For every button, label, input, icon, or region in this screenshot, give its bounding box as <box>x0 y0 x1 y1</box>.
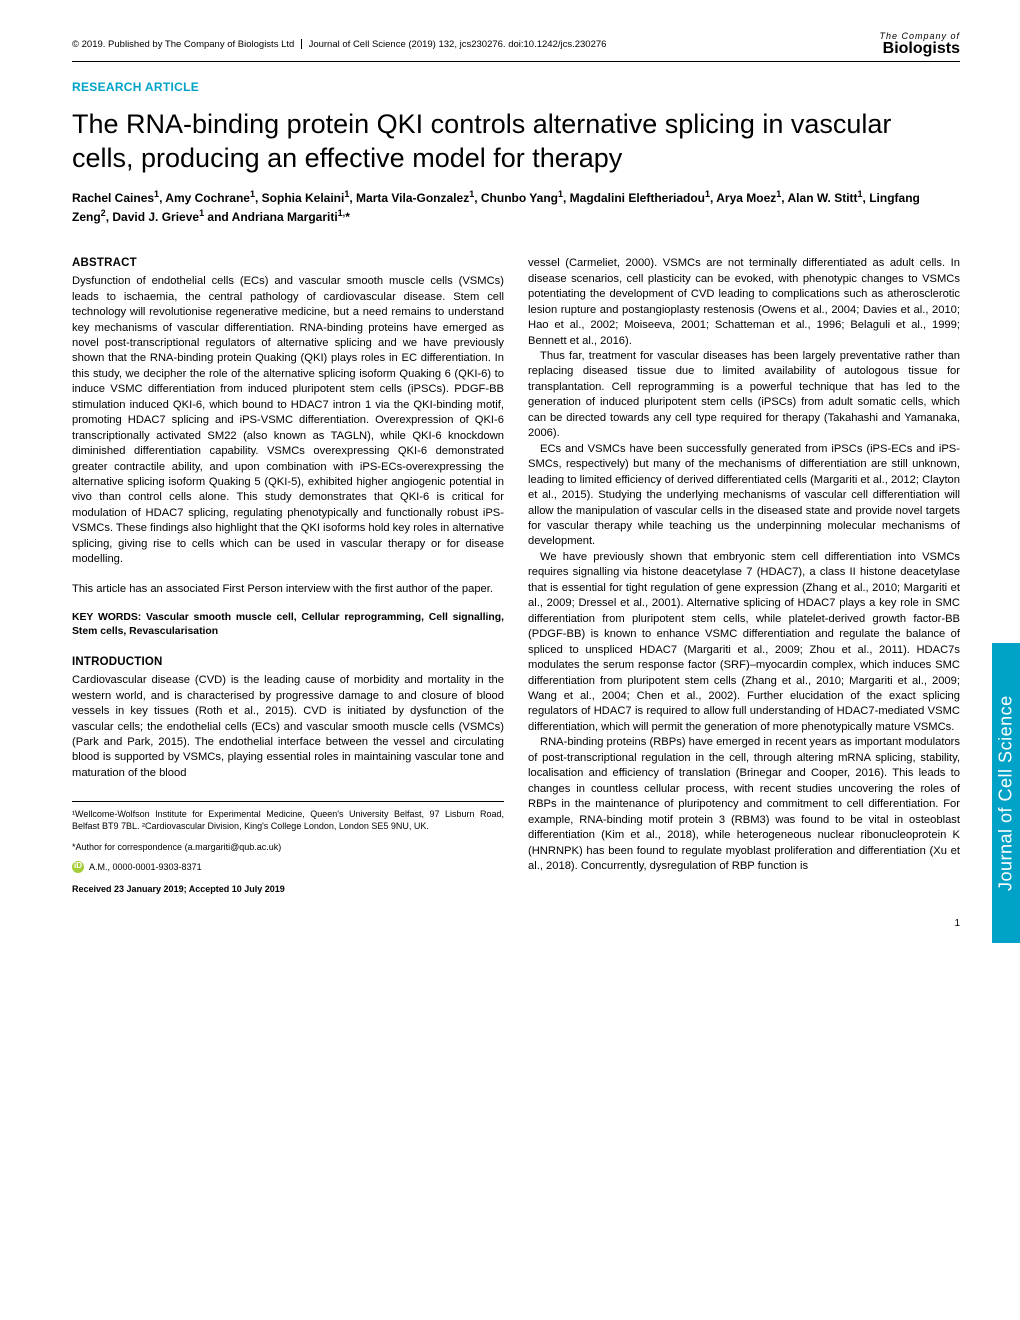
article-title: The RNA-binding protein QKI controls alt… <box>72 108 960 176</box>
orcid-text: A.M., 0000-0001-9303-8371 <box>89 861 202 873</box>
two-column-layout: ABSTRACT Dysfunction of endothelial cell… <box>72 256 960 903</box>
affiliations-block: ¹Wellcome-Wolfson Institute for Experime… <box>72 801 504 895</box>
header-bar: © 2019. Published by The Company of Biol… <box>72 32 960 62</box>
affiliations-text: ¹Wellcome-Wolfson Institute for Experime… <box>72 808 504 832</box>
body-paragraph-2: Thus far, treatment for vascular disease… <box>528 349 960 442</box>
journal-reference: Journal of Cell Science (2019) 132, jcs2… <box>309 39 607 50</box>
article-type-label: RESEARCH ARTICLE <box>72 80 960 94</box>
first-person-note: This article has an associated First Per… <box>72 582 504 597</box>
body-paragraph-4: We have previously shown that embryonic … <box>528 550 960 735</box>
correspondence-text: *Author for correspondence (a.margariti@… <box>72 841 504 853</box>
body-paragraph-3: ECs and VSMCs have been successfully gen… <box>528 442 960 550</box>
orcid-icon: iD <box>72 861 84 873</box>
keywords: KEY WORDS: Vascular smooth muscle cell, … <box>72 611 504 639</box>
journal-side-tab: Journal of Cell Science <box>992 643 1020 943</box>
intro-paragraph-1: Cardiovascular disease (CVD) is the lead… <box>72 673 504 781</box>
right-column: vessel (Carmeliet, 2000). VSMCs are not … <box>528 256 960 903</box>
copyright-text: © 2019. Published by The Company of Biol… <box>72 39 294 50</box>
header-separator <box>301 39 302 49</box>
page-container: © 2019. Published by The Company of Biol… <box>0 0 1020 943</box>
logo-line2: Biologists <box>879 41 960 57</box>
publisher-logo: The Company of Biologists <box>879 32 960 57</box>
received-accepted-dates: Received 23 January 2019; Accepted 10 Ju… <box>72 883 504 895</box>
page-number: 1 <box>954 918 960 929</box>
header-meta: © 2019. Published by The Company of Biol… <box>72 39 606 50</box>
introduction-heading: INTRODUCTION <box>72 655 504 671</box>
abstract-heading: ABSTRACT <box>72 256 504 272</box>
author-list: Rachel Caines1, Amy Cochrane1, Sophia Ke… <box>72 188 960 227</box>
body-paragraph-1: vessel (Carmeliet, 2000). VSMCs are not … <box>528 256 960 349</box>
orcid-row: iD A.M., 0000-0001-9303-8371 <box>72 861 504 873</box>
body-paragraph-5: RNA-binding proteins (RBPs) have emerged… <box>528 735 960 874</box>
abstract-body: Dysfunction of endothelial cells (ECs) a… <box>72 274 504 568</box>
left-column: ABSTRACT Dysfunction of endothelial cell… <box>72 256 504 903</box>
